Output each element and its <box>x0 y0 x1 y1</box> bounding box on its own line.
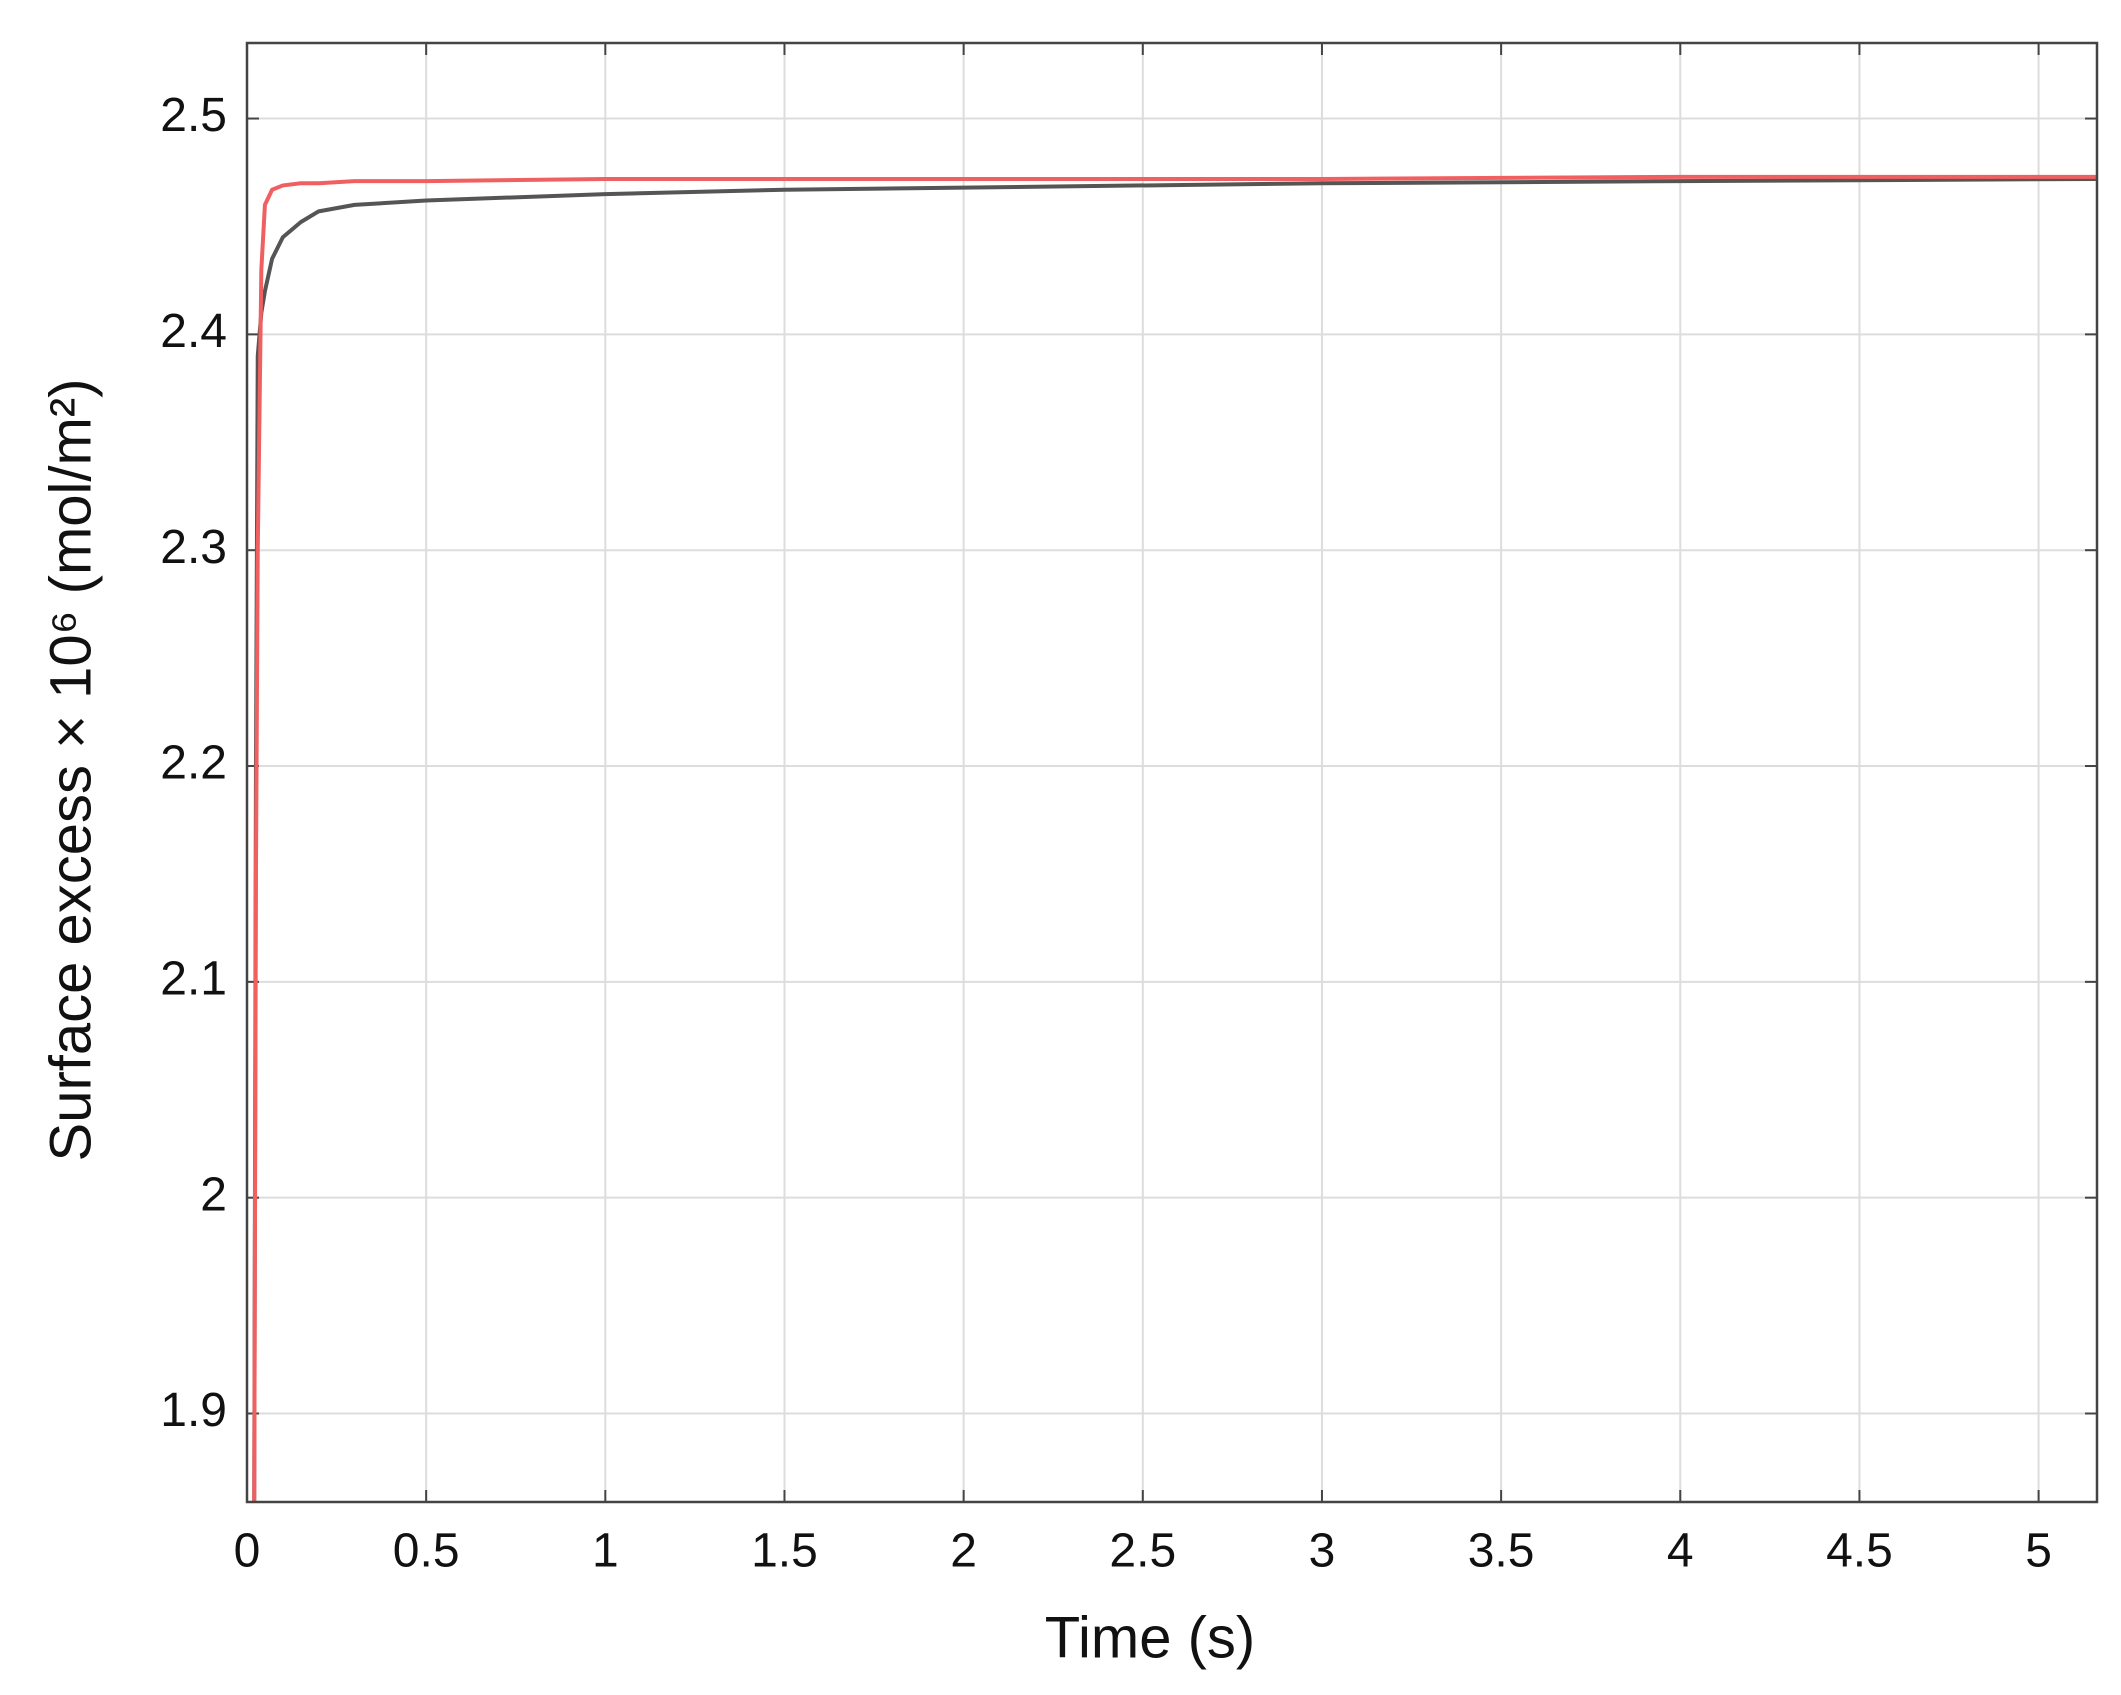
series-group <box>252 174 2096 1502</box>
x-tick-label: 3 <box>1309 1525 1336 1578</box>
y-tick-label: 2.5 <box>160 89 227 142</box>
x-tick-label: 0 <box>234 1525 261 1578</box>
plot-area <box>247 43 2097 1502</box>
plot-frame <box>245 41 2099 1504</box>
y-axis-title: Surface excess × 10⁶ (mol/m²) <box>38 379 103 1162</box>
x-tick-label: 2.5 <box>1109 1525 1176 1578</box>
y-tick-label: 2 <box>200 1168 227 1221</box>
y-tick-label: 2.1 <box>160 953 227 1006</box>
x-axis-title: Time (s) <box>1045 1605 1255 1670</box>
x-tick-label: 0.5 <box>393 1525 460 1578</box>
series-line <box>252 174 2096 1502</box>
x-tick-label: 1 <box>592 1525 619 1578</box>
y-tick-label: 2.4 <box>160 305 227 358</box>
x-tick-label: 5 <box>2025 1525 2052 1578</box>
y-tick-label: 2.3 <box>160 521 227 574</box>
x-tick-label: 1.5 <box>751 1525 818 1578</box>
y-tick-label: 1.9 <box>160 1384 227 1437</box>
grid <box>246 43 2097 1502</box>
x-tick-label: 4 <box>1667 1525 1694 1578</box>
x-tick-label: 2 <box>950 1525 977 1578</box>
x-tick-label: 4.5 <box>1826 1525 1893 1578</box>
y-tick-label: 2.2 <box>160 737 227 790</box>
x-tick-label: 3.5 <box>1468 1525 1535 1578</box>
